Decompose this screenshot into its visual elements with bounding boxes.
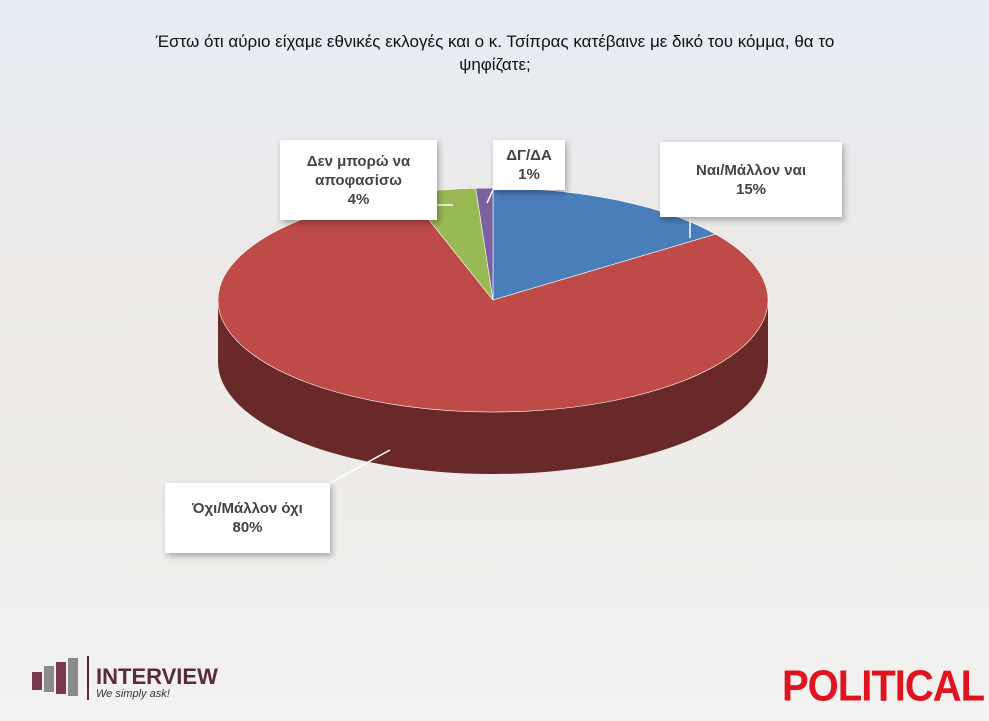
logo-icon xyxy=(32,656,89,700)
label-value: 1% xyxy=(518,166,540,183)
label-name: ΔΓ/ΔΑ xyxy=(506,147,552,164)
leader-line xyxy=(329,449,391,484)
logo-political: POLITICAL xyxy=(782,661,985,711)
label-value: 4% xyxy=(347,190,370,208)
chart-title: Έστω ότι αύριο είχαμε εθνικές εκλογές κα… xyxy=(155,32,835,74)
pie-sides xyxy=(218,300,768,474)
leader-line xyxy=(486,189,494,204)
label-name: Όχι/Μάλλον όχι xyxy=(192,500,303,517)
logo-name: INTERVIEW xyxy=(96,664,218,689)
pie-slice xyxy=(217,193,769,413)
data-label: Δεν μπορώ να αποφασίσω 4% xyxy=(280,140,437,220)
data-label: Όχι/Μάλλον όχι 80% xyxy=(165,483,330,553)
data-label: Ναι/Μάλλον ναι 15% xyxy=(660,142,842,217)
data-label: ΔΓ/ΔΑ 1% xyxy=(493,140,565,190)
pie-slice xyxy=(475,187,494,301)
pie-tops xyxy=(217,187,769,413)
logo-tagline: We simply ask! xyxy=(96,688,170,700)
label-name: Δεν μπορώ να αποφασίσω xyxy=(306,152,411,189)
label-value: 15% xyxy=(735,180,767,198)
label-value: 80% xyxy=(232,519,263,536)
pie-side xyxy=(218,300,768,474)
label-name: Ναι/Μάλλον ναι xyxy=(695,161,806,179)
